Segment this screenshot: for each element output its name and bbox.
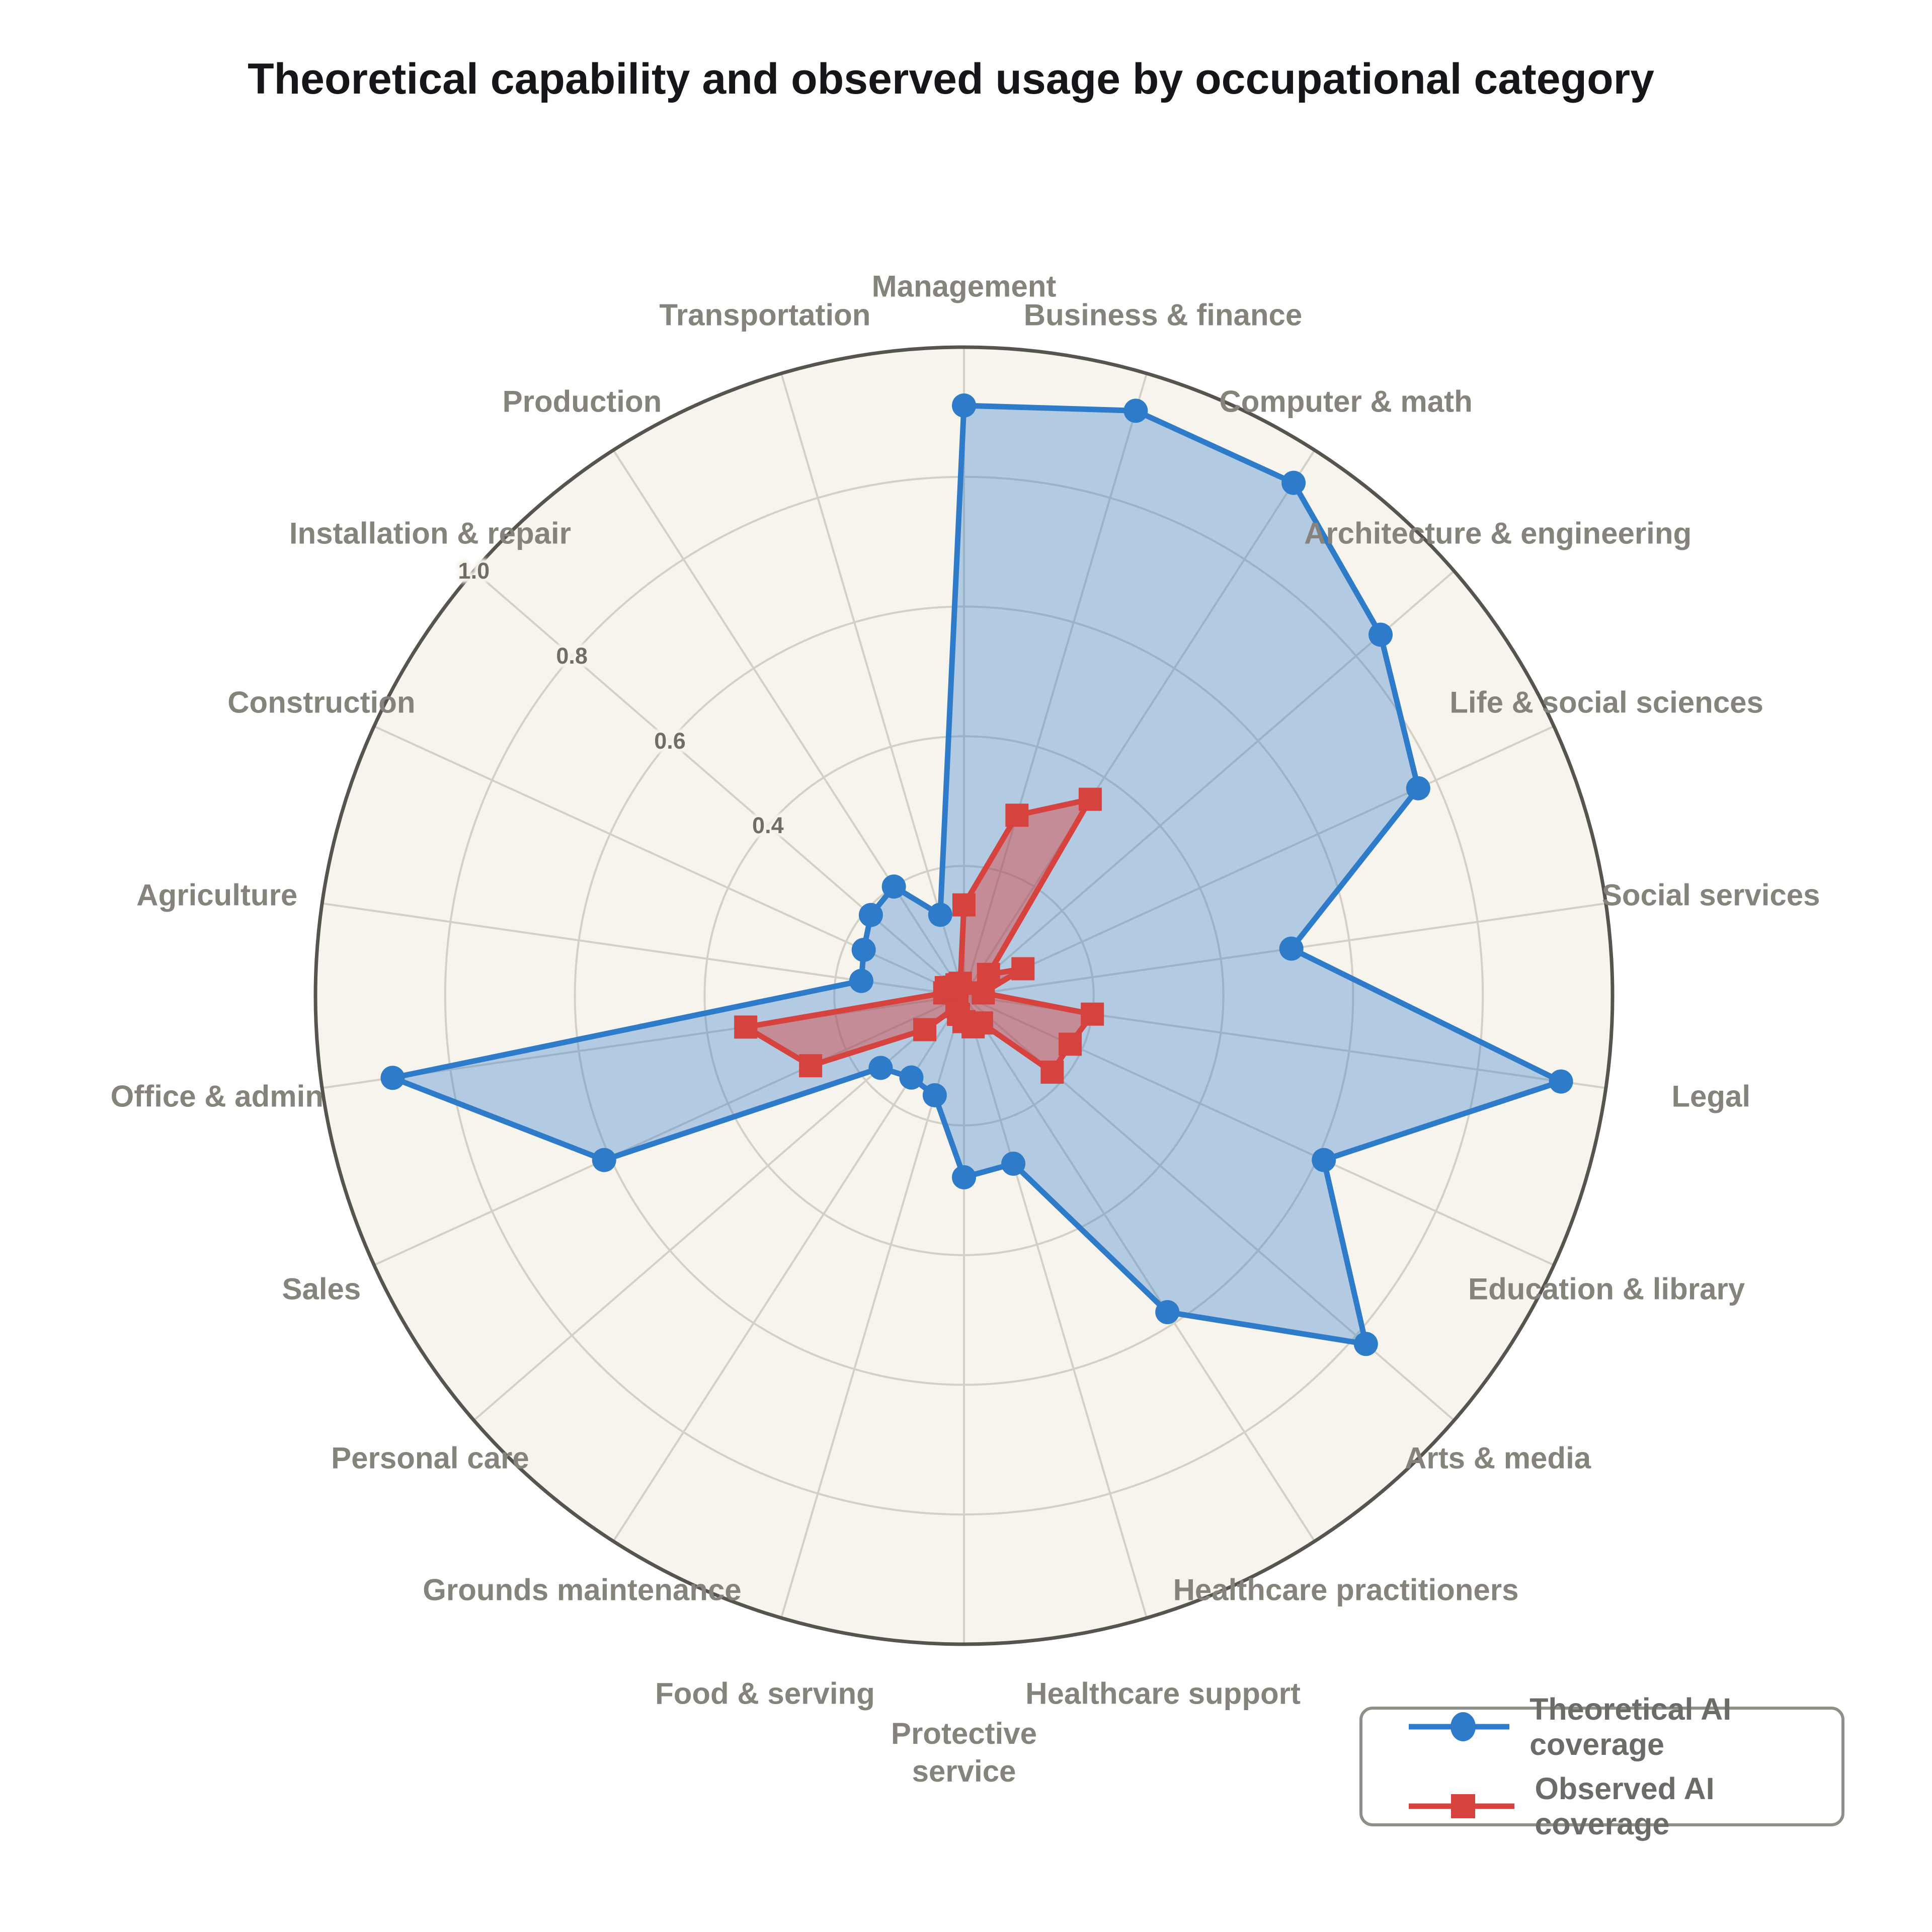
category-label-protective-service: Protective service bbox=[891, 1717, 1037, 1788]
observed-point-computer-and-math bbox=[1078, 787, 1102, 811]
grid-spoke bbox=[612, 449, 965, 997]
category-label-life-and-social-sciences: Life & social sciences bbox=[1450, 685, 1763, 719]
observed-point-education-and-library bbox=[1059, 1032, 1082, 1056]
observed-point-life-and-social-sciences bbox=[1011, 957, 1035, 981]
category-label-arts-and-media: Arts & media bbox=[1405, 1441, 1591, 1475]
observed-point-office-and-admin bbox=[734, 1015, 758, 1039]
radial-tick-1.0: 1.0 bbox=[458, 557, 490, 584]
category-label-construction: Construction bbox=[227, 685, 416, 719]
observed-point-arts-and-media bbox=[1040, 1060, 1064, 1084]
theoretical-point-office-and-admin bbox=[380, 1066, 405, 1090]
radial-tick-0.8: 0.8 bbox=[556, 642, 588, 669]
theoretical-point-social-services bbox=[1279, 936, 1304, 961]
theoretical-point-architecture-and-engineering bbox=[1369, 622, 1393, 647]
theoretical-point-computer-and-math bbox=[1281, 470, 1306, 495]
category-label-computer-and-math: Computer & math bbox=[1219, 384, 1473, 419]
theoretical-point-management bbox=[952, 393, 976, 418]
grid-spoke bbox=[963, 373, 1148, 996]
category-label-healthcare-support: Healthcare support bbox=[1025, 1676, 1301, 1711]
chart-title: Theoretical capability and observed usag… bbox=[248, 55, 1654, 103]
category-label-agriculture: Agriculture bbox=[136, 878, 298, 912]
legend: Theoretical AI coverage Observed AI cove… bbox=[1359, 1692, 1844, 1841]
category-label-education-and-library: Education & library bbox=[1468, 1272, 1745, 1306]
theoretical-point-transportation bbox=[928, 903, 952, 927]
category-label-sales: Sales bbox=[282, 1272, 361, 1306]
observed-point-personal-care bbox=[913, 1018, 937, 1041]
grid-spoke bbox=[963, 995, 1316, 1542]
radial-tick-0.4: 0.4 bbox=[752, 813, 784, 839]
category-label-architecture-and-engineering: Architecture & engineering bbox=[1304, 516, 1692, 550]
category-label-management: Management bbox=[871, 269, 1057, 303]
observed-point-legal bbox=[1081, 1002, 1104, 1026]
theoretical-point-arts-and-media bbox=[1353, 1332, 1378, 1356]
theoretical-point-education-and-library bbox=[1312, 1148, 1336, 1172]
grid-spoke bbox=[963, 995, 1148, 1619]
theoretical-point-healthcare-practitioners bbox=[1155, 1300, 1180, 1324]
theoretical-point-personal-care bbox=[868, 1056, 893, 1080]
theoretical-point-sales bbox=[592, 1148, 616, 1172]
circle-marker-icon bbox=[1409, 1712, 1510, 1741]
radial-tick-0.6: 0.6 bbox=[654, 728, 686, 754]
legend-label-theoretical: Theoretical AI coverage bbox=[1530, 1692, 1732, 1761]
category-label-food-and-serving: Food & serving bbox=[655, 1676, 875, 1711]
category-label-office-and-admin: Office & admin bbox=[110, 1079, 324, 1113]
grid-spoke bbox=[473, 570, 965, 997]
grid-spoke bbox=[373, 995, 964, 1266]
category-label-personal-care: Personal care bbox=[331, 1441, 529, 1475]
category-label-grounds-maintenance: Grounds maintenance bbox=[423, 1573, 742, 1607]
theoretical-point-grounds-maintenance bbox=[899, 1065, 924, 1090]
observed-point-management bbox=[952, 893, 976, 917]
observed-point-business-and-finance bbox=[1005, 803, 1029, 827]
square-marker-icon bbox=[1409, 1794, 1515, 1818]
observed-point-transportation bbox=[948, 972, 972, 995]
theoretical-series-area bbox=[392, 406, 1561, 1344]
legend-item-observed: Observed AI coverage bbox=[1406, 1771, 1841, 1841]
theoretical-point-life-and-social-sciences bbox=[1406, 776, 1430, 800]
category-label-transportation: Transportation bbox=[659, 298, 871, 332]
category-label-installation-and-repair: Installation & repair bbox=[289, 516, 571, 550]
theoretical-point-healthcare-support bbox=[1001, 1151, 1026, 1176]
theoretical-point-legal bbox=[1549, 1069, 1573, 1094]
category-label-legal: Legal bbox=[1671, 1079, 1751, 1113]
observed-point-sales bbox=[799, 1054, 823, 1078]
theoretical-point-business-and-finance bbox=[1123, 398, 1148, 423]
category-label-business-and-finance: Business & finance bbox=[1023, 298, 1303, 332]
category-label-social-services: Social services bbox=[1601, 878, 1820, 912]
theoretical-point-agriculture bbox=[849, 969, 873, 993]
theoretical-point-production bbox=[881, 874, 906, 899]
category-label-healthcare-practitioners: Healthcare practitioners bbox=[1173, 1573, 1519, 1607]
theoretical-point-installation-and-repair bbox=[858, 903, 883, 927]
observed-point-social-services bbox=[972, 981, 995, 1005]
legend-label-observed: Observed AI coverage bbox=[1535, 1772, 1715, 1841]
grid-spoke bbox=[963, 725, 1555, 997]
grid-spoke bbox=[780, 373, 965, 996]
theoretical-point-food-and-serving bbox=[922, 1083, 947, 1107]
observed-series-area bbox=[746, 799, 1093, 1072]
theoretical-point-protective-service bbox=[952, 1165, 976, 1189]
legend-item-theoretical: Theoretical AI coverage bbox=[1406, 1692, 1841, 1762]
category-label-production: Production bbox=[502, 384, 662, 419]
outer-boundary-ring bbox=[313, 345, 1615, 1646]
grid-spoke bbox=[963, 449, 1316, 997]
theoretical-point-construction bbox=[851, 937, 876, 962]
